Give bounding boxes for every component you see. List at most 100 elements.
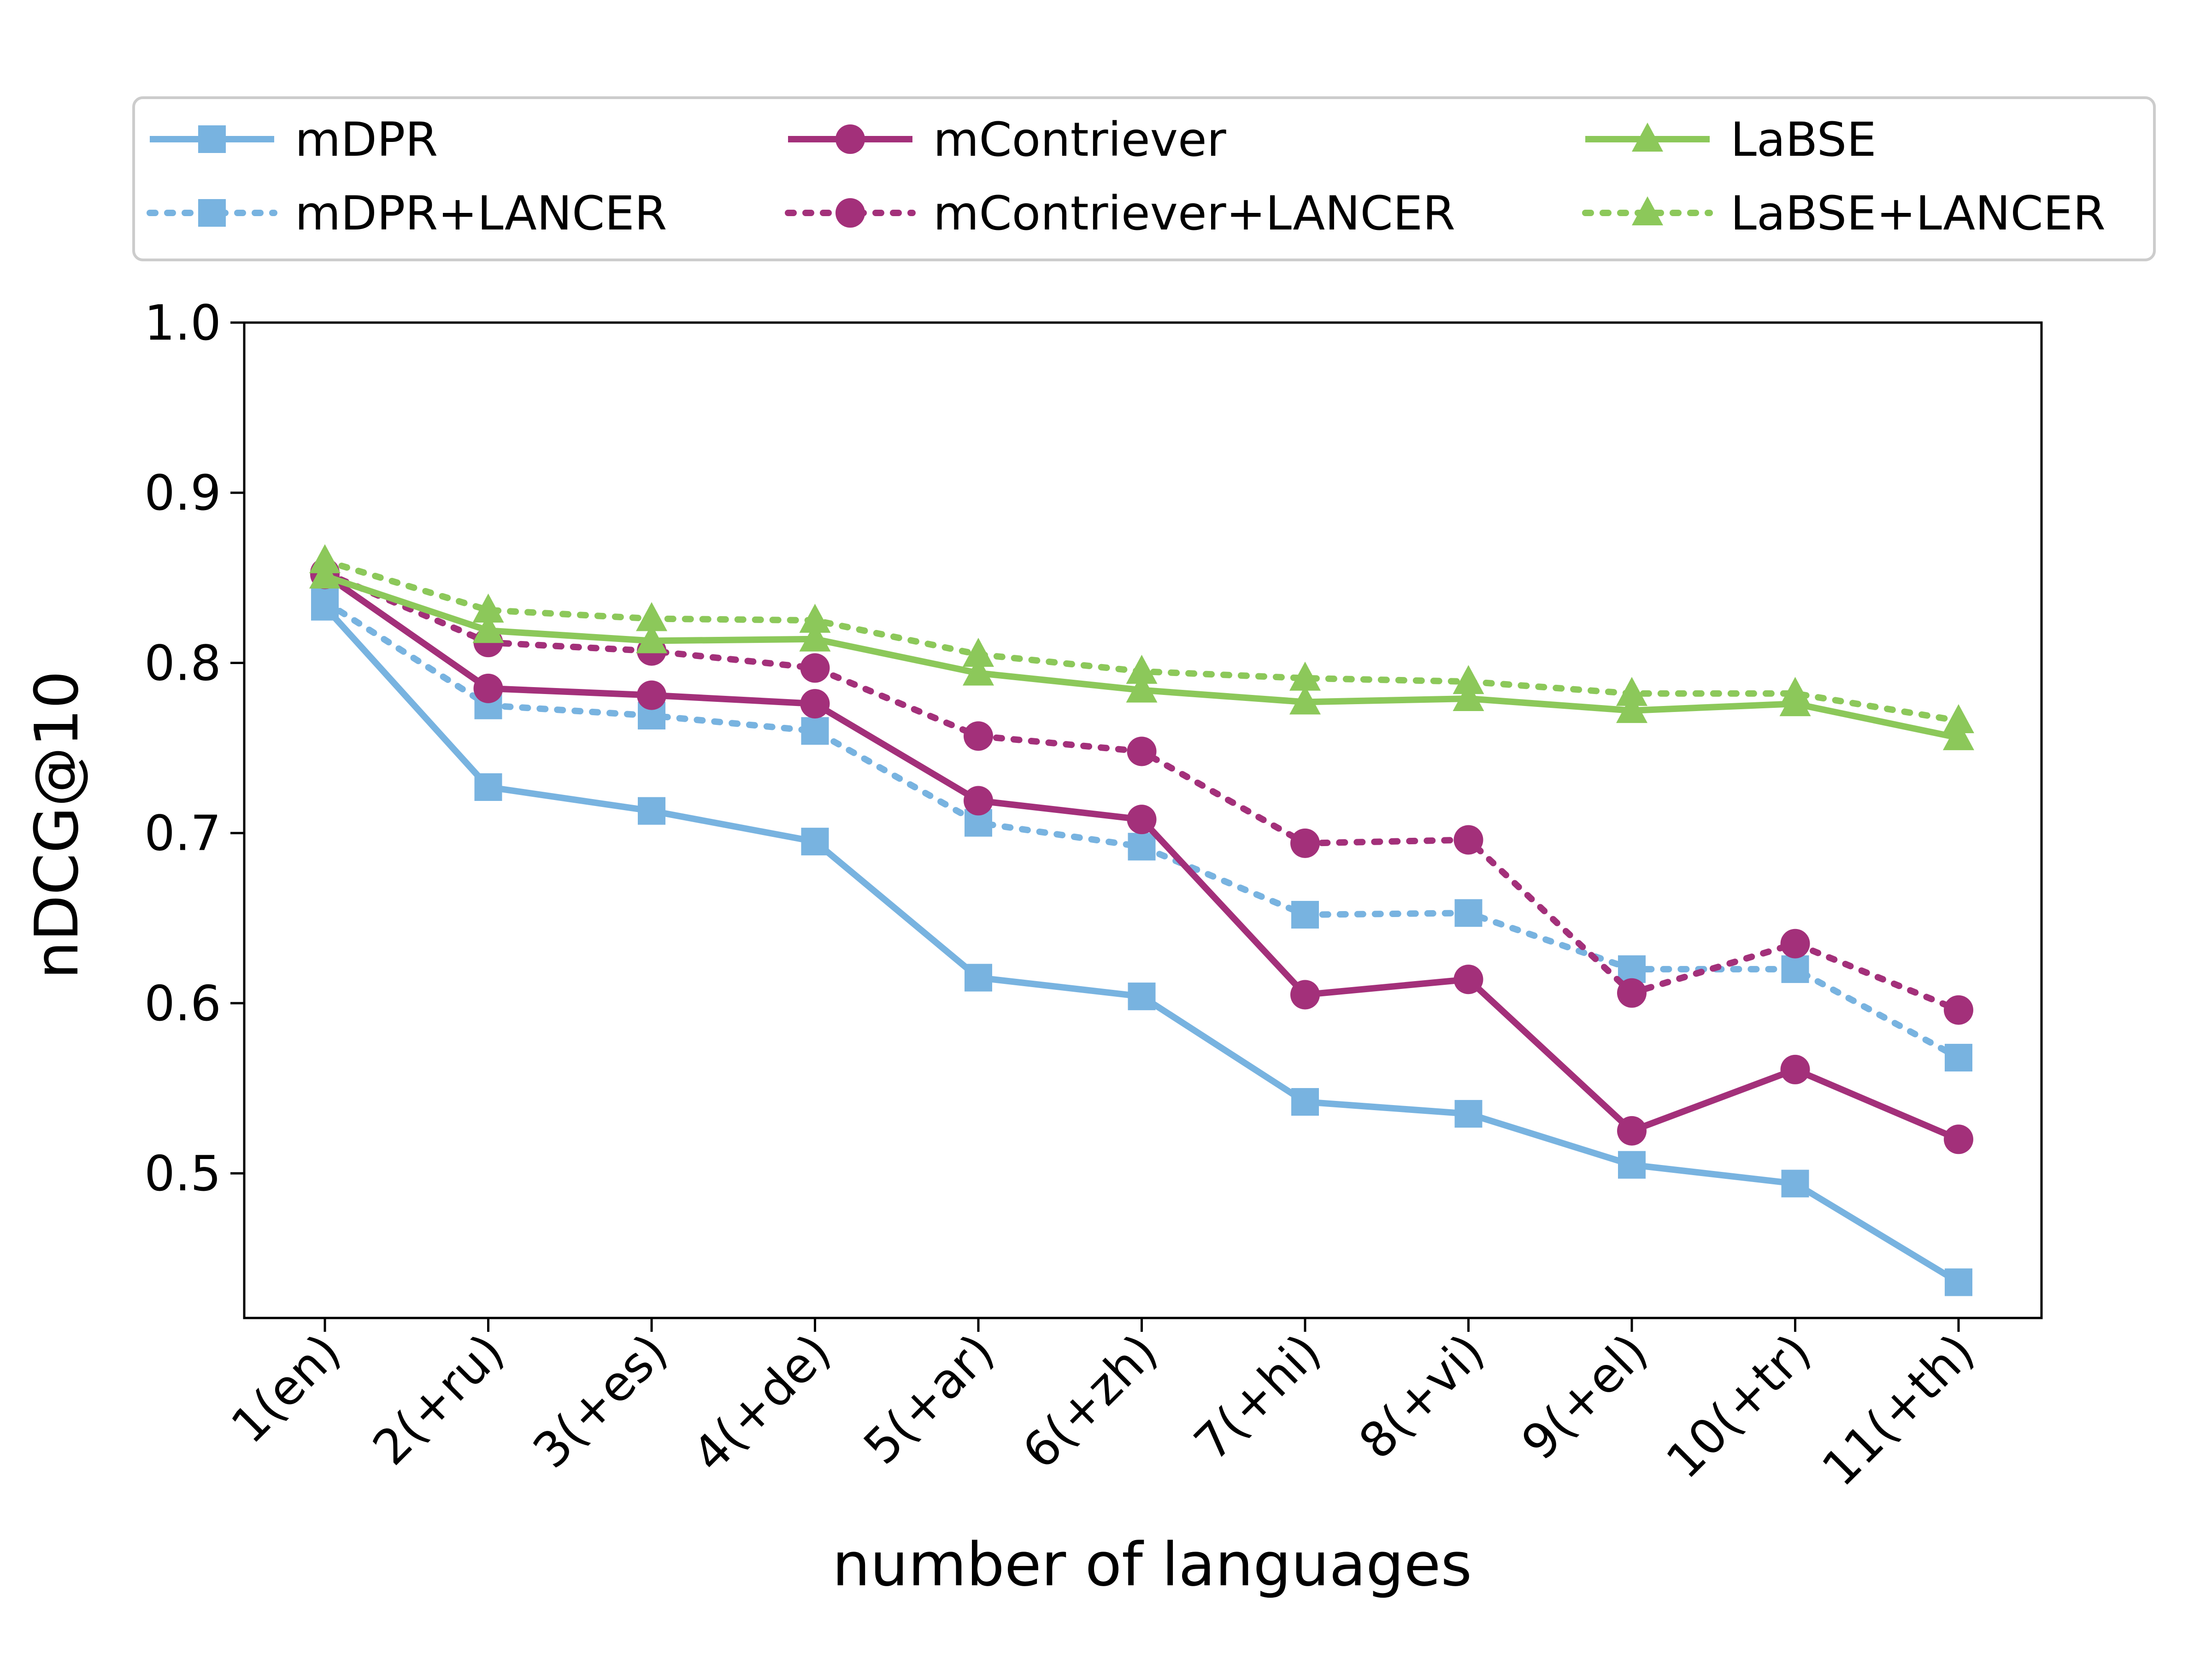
data-point bbox=[1781, 955, 1809, 983]
data-point bbox=[1453, 682, 1484, 711]
x-tick-label: 2(+ru) bbox=[362, 1323, 515, 1476]
data-point bbox=[1945, 1044, 1972, 1072]
data-point bbox=[800, 689, 830, 719]
data-point bbox=[801, 828, 829, 856]
legend-label: LaBSE+LANCER bbox=[1730, 186, 2106, 241]
x-tick-label: 5(+ar) bbox=[853, 1323, 1005, 1475]
data-point bbox=[636, 602, 667, 631]
data-point bbox=[963, 638, 994, 667]
data-point bbox=[1779, 677, 1811, 706]
data-point bbox=[964, 721, 993, 751]
legend: mDPR mDPR+LANCER mContriever mContriever+LA… bbox=[132, 96, 2156, 261]
data-point bbox=[1454, 899, 1483, 927]
series-mdpr-lancer bbox=[311, 588, 1972, 1072]
series-labse-lancer bbox=[309, 544, 1974, 733]
data-point bbox=[472, 614, 504, 643]
x-tick-label: 8(+vi) bbox=[1348, 1323, 1495, 1470]
data-point bbox=[800, 653, 830, 683]
x-tick-label: 1(en) bbox=[220, 1323, 351, 1454]
data-point bbox=[1616, 677, 1647, 706]
y-tick-label: 0.6 bbox=[144, 976, 221, 1032]
data-point bbox=[1453, 665, 1484, 694]
data-point bbox=[1617, 978, 1647, 1008]
data-point bbox=[1290, 980, 1320, 1010]
legend-marker bbox=[198, 199, 226, 227]
legend-label: LaBSE bbox=[1730, 112, 1877, 167]
legend-label: mDPR+LANCER bbox=[295, 186, 667, 241]
data-point bbox=[1944, 1124, 1973, 1154]
data-point bbox=[637, 680, 666, 710]
y-tick-label: 0.5 bbox=[144, 1146, 221, 1202]
data-point bbox=[799, 604, 831, 633]
x-tick-label: 4(+de) bbox=[682, 1323, 841, 1483]
legend-label: mDPR bbox=[295, 112, 438, 167]
series-mcontriever bbox=[310, 559, 1973, 1154]
data-point bbox=[1290, 828, 1320, 858]
data-point bbox=[1128, 833, 1156, 861]
data-point bbox=[1780, 929, 1810, 959]
data-point bbox=[309, 559, 341, 589]
x-tick-label: 9(+el) bbox=[1511, 1323, 1659, 1471]
data-point bbox=[1780, 1054, 1810, 1084]
legend-label: mContriever+LANCER bbox=[933, 186, 1455, 241]
data-point bbox=[1289, 661, 1321, 691]
y-axis-label: nDCG@10 bbox=[22, 671, 92, 979]
data-point bbox=[1127, 736, 1157, 766]
data-point bbox=[473, 673, 503, 703]
data-point bbox=[638, 797, 665, 825]
data-point bbox=[1945, 1268, 1972, 1296]
y-tick-label: 0.9 bbox=[144, 465, 221, 521]
legend-marker bbox=[198, 125, 226, 153]
legend-label: mContriever bbox=[933, 112, 1226, 167]
data-point bbox=[1781, 1170, 1809, 1198]
series-mcontriever-lancer bbox=[310, 558, 1973, 1025]
data-point bbox=[1616, 694, 1647, 723]
data-point bbox=[799, 622, 831, 652]
data-point bbox=[1291, 900, 1319, 929]
y-tick-label: 0.8 bbox=[144, 635, 221, 691]
data-point bbox=[636, 624, 667, 653]
y-tick-label: 1.0 bbox=[144, 295, 221, 351]
legend-entry: LaBSE+LANCER bbox=[1582, 186, 2106, 241]
axes: 0.5 0.6 0.7 0.8 0.9 1.0 1(en) 2(+ru) 3(+es) 4(+de… bbox=[144, 295, 2043, 1497]
legend-entry: mContriever+LANCER bbox=[785, 186, 1455, 241]
legend-marker bbox=[835, 198, 865, 228]
legend-entry: LaBSE bbox=[1585, 112, 1877, 167]
data-point bbox=[311, 588, 339, 616]
x-tick-label: 10(+tr) bbox=[1656, 1323, 1822, 1489]
legend-marker bbox=[1632, 196, 1663, 225]
data-point bbox=[801, 717, 829, 745]
data-point bbox=[472, 594, 504, 623]
data-point bbox=[1128, 982, 1156, 1011]
plot-area bbox=[309, 544, 1974, 1296]
data-point bbox=[1618, 1151, 1646, 1179]
x-tick-label: 7(+hi) bbox=[1183, 1323, 1331, 1471]
data-point bbox=[1291, 1088, 1319, 1116]
legend-marker bbox=[835, 124, 865, 154]
data-point bbox=[1943, 704, 1974, 733]
data-point bbox=[309, 544, 341, 573]
x-tick-label: 6(+zh) bbox=[1012, 1323, 1169, 1480]
data-point bbox=[1454, 1100, 1483, 1128]
data-point bbox=[1943, 721, 1974, 750]
data-point bbox=[963, 656, 994, 686]
legend-marker bbox=[1632, 123, 1663, 152]
legend-entry: mContriever bbox=[788, 112, 1226, 167]
data-point bbox=[1617, 1116, 1647, 1146]
data-point bbox=[1453, 825, 1483, 855]
data-point bbox=[474, 773, 502, 801]
data-point bbox=[1126, 654, 1158, 684]
data-point bbox=[1944, 995, 1973, 1025]
data-point bbox=[964, 786, 993, 816]
data-point bbox=[1289, 685, 1321, 715]
legend-entry: mDPR+LANCER bbox=[147, 186, 667, 241]
y-tick-label: 0.7 bbox=[144, 806, 221, 862]
x-axis-label: number of languages bbox=[832, 1530, 1472, 1600]
legend-entry: mDPR bbox=[150, 112, 438, 167]
data-point bbox=[965, 964, 992, 992]
data-point bbox=[1127, 805, 1157, 835]
data-point bbox=[1126, 673, 1158, 703]
data-point bbox=[1453, 965, 1483, 994]
x-tick-label: 11(+th) bbox=[1812, 1323, 1985, 1497]
